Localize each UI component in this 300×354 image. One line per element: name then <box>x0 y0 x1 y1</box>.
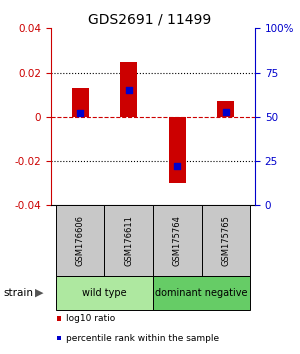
Text: GDS2691 / 11499: GDS2691 / 11499 <box>88 12 212 27</box>
Text: GSM175765: GSM175765 <box>221 215 230 266</box>
Bar <box>169 117 186 183</box>
Text: ▶: ▶ <box>35 288 43 298</box>
Bar <box>72 88 88 117</box>
Bar <box>56 205 104 276</box>
Point <box>78 110 82 116</box>
Bar <box>202 205 250 276</box>
Text: wild type: wild type <box>82 288 127 298</box>
Bar <box>153 205 202 276</box>
Text: strain: strain <box>3 288 33 298</box>
Text: GSM176606: GSM176606 <box>76 215 85 266</box>
Bar <box>104 205 153 276</box>
Bar <box>153 276 250 310</box>
Text: dominant negative: dominant negative <box>155 288 248 298</box>
Bar <box>218 101 234 117</box>
Point <box>126 87 131 93</box>
Point <box>224 109 228 114</box>
Text: GSM175764: GSM175764 <box>173 215 182 266</box>
Point <box>175 164 180 169</box>
Bar <box>56 276 153 310</box>
Bar <box>120 62 137 117</box>
Text: log10 ratio: log10 ratio <box>66 314 115 323</box>
Text: percentile rank within the sample: percentile rank within the sample <box>66 333 219 343</box>
Text: GSM176611: GSM176611 <box>124 215 133 266</box>
